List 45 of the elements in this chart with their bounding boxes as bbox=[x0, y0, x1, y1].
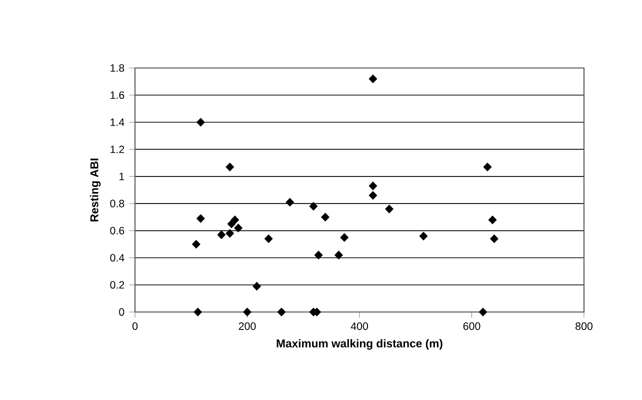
y-tick-label: 0.2 bbox=[110, 281, 124, 289]
point bbox=[309, 202, 318, 211]
x-tick-label: 600 bbox=[463, 322, 480, 330]
point bbox=[252, 282, 261, 291]
point bbox=[226, 162, 234, 172]
point bbox=[321, 212, 330, 222]
point bbox=[286, 198, 294, 206]
point bbox=[230, 216, 240, 224]
point bbox=[488, 216, 497, 224]
y-tick-label: 1.4 bbox=[110, 118, 124, 126]
point bbox=[490, 234, 498, 244]
point bbox=[192, 240, 200, 248]
point bbox=[340, 233, 349, 242]
point bbox=[368, 74, 378, 84]
y-tick-label: 1.8 bbox=[110, 64, 124, 72]
y-tick-label: 0.4 bbox=[110, 254, 124, 262]
point bbox=[483, 162, 492, 172]
point bbox=[478, 308, 488, 316]
point bbox=[419, 232, 428, 240]
point bbox=[264, 234, 273, 244]
point bbox=[368, 191, 378, 200]
point bbox=[234, 224, 242, 232]
point bbox=[368, 182, 378, 190]
y-tick-label: 1 bbox=[119, 172, 124, 180]
point bbox=[334, 250, 343, 260]
y-tick-label: 0.6 bbox=[110, 226, 124, 234]
point bbox=[196, 118, 205, 126]
x-tick-label: 200 bbox=[238, 322, 256, 330]
y-tick-label: 0.8 bbox=[110, 200, 124, 208]
y-tick-label: 1.6 bbox=[110, 91, 124, 99]
point bbox=[314, 250, 323, 260]
x-tick-label: 800 bbox=[576, 322, 592, 330]
point bbox=[217, 230, 226, 239]
y-axis-title: Resting ABI bbox=[90, 158, 101, 222]
point bbox=[196, 214, 205, 223]
point bbox=[194, 308, 202, 316]
y-tick-label: 0 bbox=[119, 308, 124, 316]
x-tick-label: 400 bbox=[350, 322, 368, 330]
point bbox=[226, 229, 234, 238]
x-axis-title: Maximum walking distance (m) bbox=[276, 339, 442, 350]
point bbox=[385, 204, 394, 214]
point bbox=[243, 308, 252, 316]
x-tick-label: 0 bbox=[132, 322, 138, 330]
y-tick-label: 1.2 bbox=[110, 146, 124, 154]
point bbox=[277, 308, 286, 316]
